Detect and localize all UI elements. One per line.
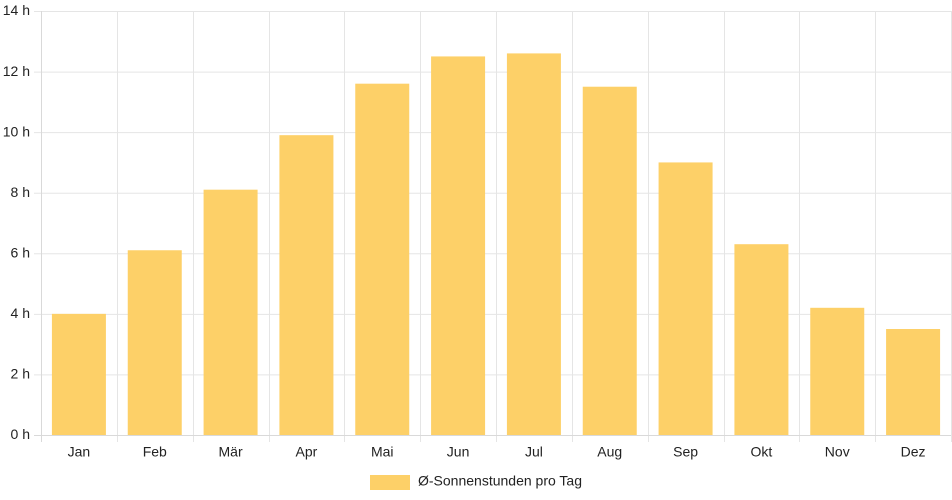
x-tick-label: Jun: [447, 444, 470, 460]
x-tick-label: Mai: [371, 444, 394, 460]
bar-jul[interactable]: [506, 53, 561, 436]
bars: [51, 53, 941, 436]
y-tick-labels: 0 h 2 h 4 h 6 h 8 h 10 h 12 h 14 h: [3, 2, 30, 442]
y-tick-label: 2 h: [11, 366, 30, 382]
bar-mär[interactable]: [203, 189, 258, 435]
bar-jun[interactable]: [431, 56, 486, 436]
bar-jan[interactable]: [51, 313, 106, 435]
grid-lines: [34, 11, 952, 442]
x-tick-label: Apr: [296, 444, 318, 460]
y-tick-label: 10 h: [3, 123, 30, 139]
axes: [34, 11, 951, 442]
legend-label[interactable]: Ø-Sonnenstunden pro Tag: [418, 473, 582, 489]
x-tick-label: Aug: [597, 444, 622, 460]
x-tick-label: Feb: [143, 444, 167, 460]
legend-swatch[interactable]: [370, 475, 410, 490]
bar-aug[interactable]: [582, 86, 637, 435]
y-tick-label: 14 h: [3, 2, 30, 18]
x-tick-label: Nov: [825, 444, 850, 460]
x-tick-label: Mär: [219, 444, 243, 460]
x-tick-label: Okt: [751, 444, 773, 460]
y-tick-label: 8 h: [11, 184, 30, 200]
bar-apr[interactable]: [279, 135, 334, 435]
bar-feb[interactable]: [127, 250, 182, 435]
y-tick-label: 0 h: [11, 426, 30, 442]
x-tick-label: Jan: [68, 444, 91, 460]
x-tick-label: Jul: [525, 444, 543, 460]
bar-okt[interactable]: [734, 244, 789, 435]
bar-sep[interactable]: [658, 162, 713, 435]
bar-dez[interactable]: [886, 329, 941, 435]
x-tick-label: Dez: [901, 444, 926, 460]
legend[interactable]: Ø-Sonnenstunden pro Tag: [370, 473, 582, 490]
bar-mai[interactable]: [355, 83, 410, 435]
x-tick-label: Sep: [673, 444, 698, 460]
y-tick-label: 6 h: [11, 244, 30, 260]
bar-nov[interactable]: [810, 307, 865, 435]
y-tick-label: 4 h: [11, 305, 30, 321]
y-tick-label: 12 h: [3, 63, 30, 79]
x-tick-labels: Jan Feb Mär Apr Mai Jun Jul Aug Sep Okt Nov Dez: [68, 444, 926, 460]
